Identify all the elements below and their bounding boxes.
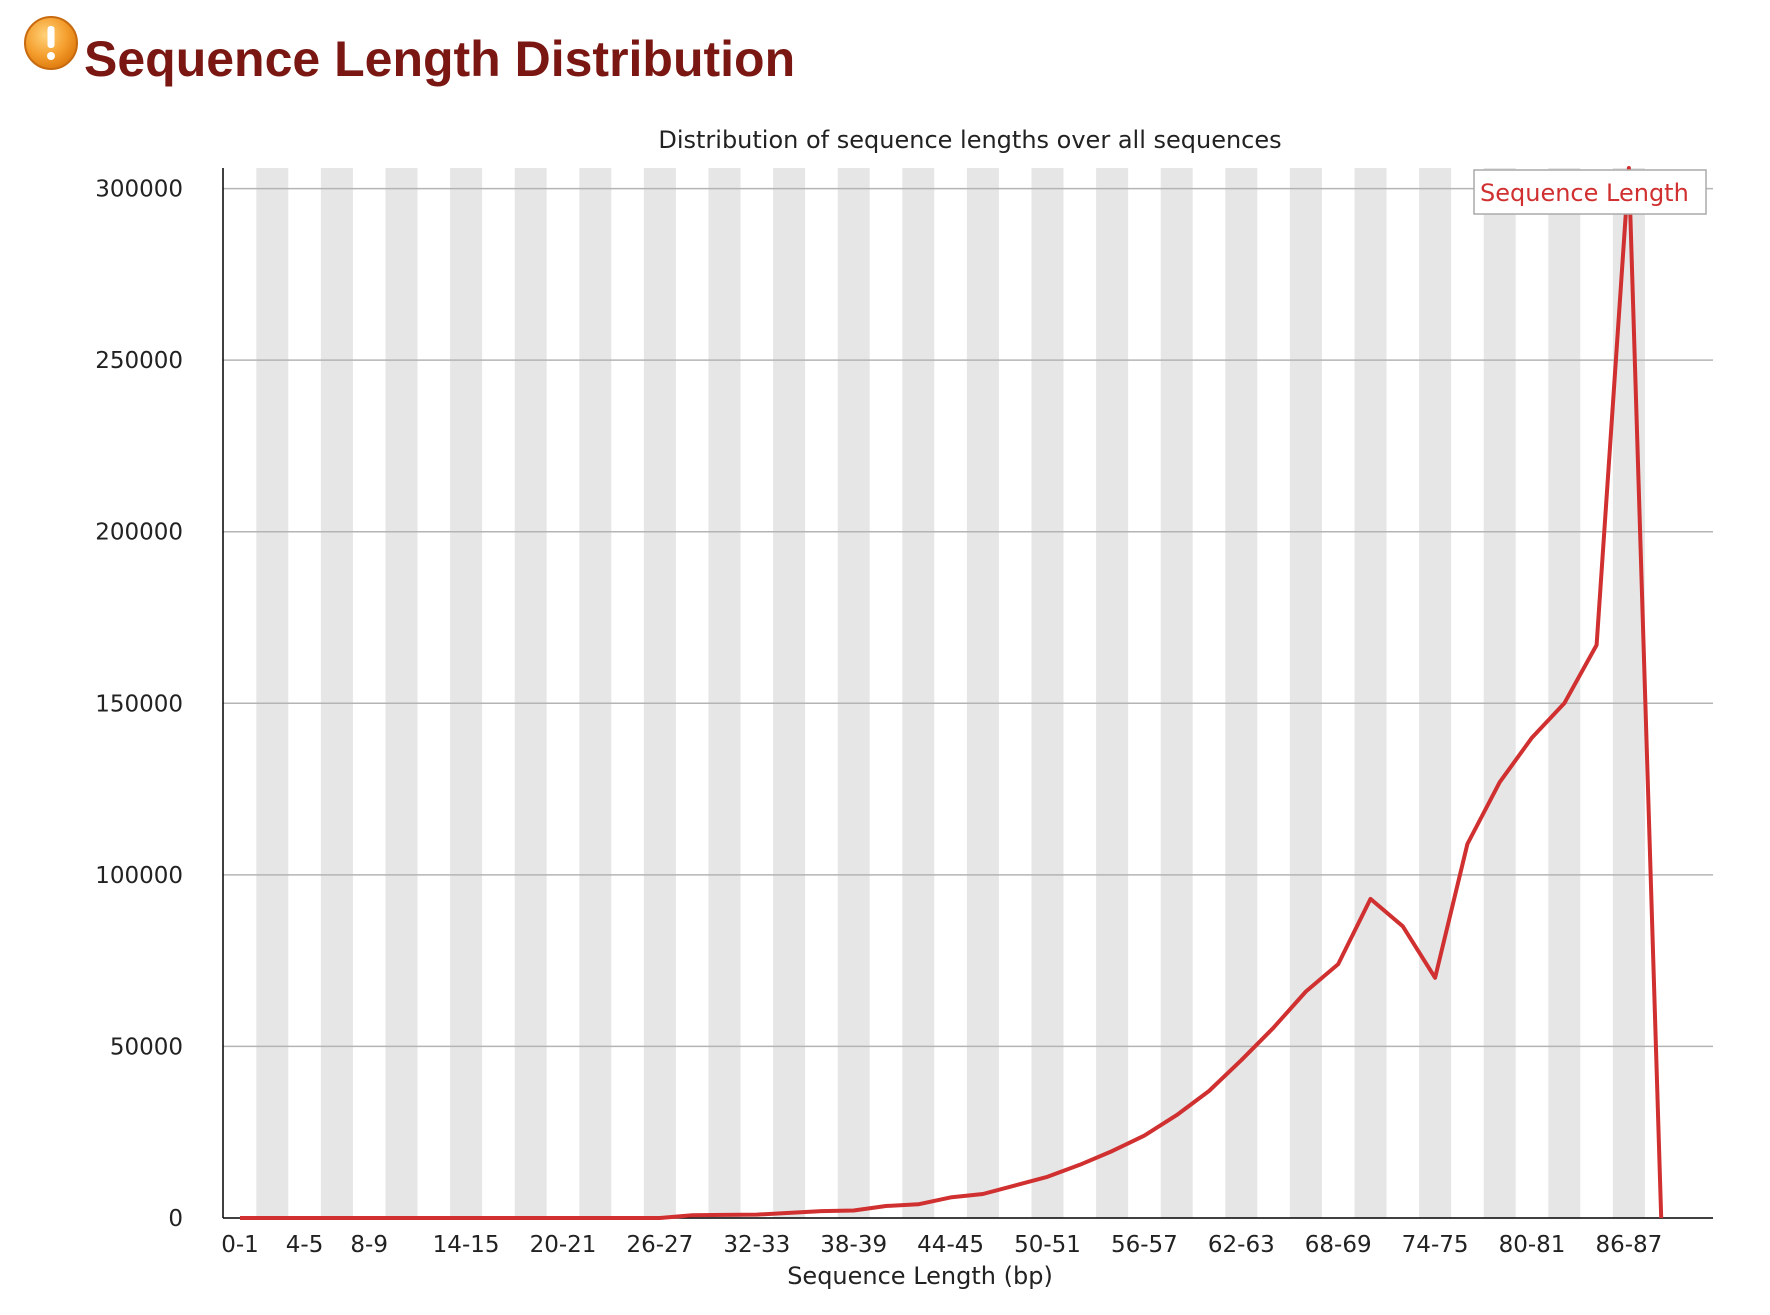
background-band xyxy=(320,168,353,1218)
y-tick-label: 50000 xyxy=(110,1034,183,1060)
x-tick-label: 62-63 xyxy=(1208,1232,1275,1258)
x-tick-label: 86-87 xyxy=(1595,1232,1662,1258)
warning-icon xyxy=(24,16,78,70)
background-band xyxy=(1483,168,1516,1218)
x-tick-labels: 0-1 4-5 8-9 14-15 20-21 26-27 32-33 38-39 44-45 5… xyxy=(221,1232,1662,1258)
legend-box xyxy=(1473,169,1707,215)
background-band xyxy=(837,168,870,1218)
background-band xyxy=(902,168,935,1218)
gridlines xyxy=(223,187,1713,1048)
x-tick-label: 4-5 xyxy=(286,1232,324,1258)
background-band xyxy=(1354,168,1387,1218)
background-band xyxy=(1096,168,1129,1218)
x-tick-label: 74-75 xyxy=(1402,1232,1469,1258)
x-tick-label: 0-1 xyxy=(221,1232,259,1258)
x-tick-label: 26-27 xyxy=(626,1232,693,1258)
background-band xyxy=(1160,168,1193,1218)
series-line-sequence-length xyxy=(240,166,1664,1220)
background-band xyxy=(1225,168,1258,1218)
y-tick-label: 200000 xyxy=(95,520,183,546)
background-band xyxy=(643,168,676,1218)
x-tick-label: 20-21 xyxy=(530,1232,597,1258)
background-band xyxy=(579,168,612,1218)
background-band xyxy=(514,168,547,1218)
background-band xyxy=(773,168,806,1218)
x-tick-label: 32-33 xyxy=(723,1232,790,1258)
background-bands xyxy=(256,168,1645,1218)
page-title: Sequence Length Distribution xyxy=(84,31,796,87)
x-tick-label: 8-9 xyxy=(350,1232,388,1258)
background-band xyxy=(256,168,289,1218)
x-tick-label: 56-57 xyxy=(1111,1232,1178,1258)
y-tick-labels: 0 50000 100000 150000 200000 250000 300000 xyxy=(95,177,183,1232)
y-tick-label: 300000 xyxy=(95,177,183,203)
background-band xyxy=(450,168,483,1218)
sequence-length-chart: 0 50000 100000 150000 200000 250000 300000 0-1… xyxy=(95,126,1713,1290)
background-band xyxy=(1548,168,1581,1218)
background-band xyxy=(966,168,999,1218)
x-tick-label: 80-81 xyxy=(1499,1232,1566,1258)
background-band xyxy=(1419,168,1452,1218)
legend: Sequence Length xyxy=(1473,169,1707,215)
x-tick-label: 44-45 xyxy=(917,1232,984,1258)
y-tick-label: 0 xyxy=(168,1206,183,1232)
background-band xyxy=(385,168,418,1218)
background-band xyxy=(1031,168,1064,1218)
x-axis-label: Sequence Length (bp) xyxy=(787,1262,1053,1290)
background-band xyxy=(708,168,741,1218)
x-tick-label: 14-15 xyxy=(433,1232,500,1258)
x-tick-label: 68-69 xyxy=(1305,1232,1372,1258)
y-tick-label: 150000 xyxy=(95,691,183,717)
y-tick-label: 100000 xyxy=(95,863,183,889)
y-tick-label: 250000 xyxy=(95,348,183,374)
chart-container: 0 50000 100000 150000 200000 250000 300000 0-1… xyxy=(0,100,1770,1310)
legend-label: Sequence Length xyxy=(1480,179,1689,207)
chart-title: Distribution of sequence lengths over al… xyxy=(658,126,1281,154)
x-tick-label: 38-39 xyxy=(820,1232,887,1258)
x-tick-label: 50-51 xyxy=(1014,1232,1081,1258)
background-band xyxy=(1289,168,1322,1218)
